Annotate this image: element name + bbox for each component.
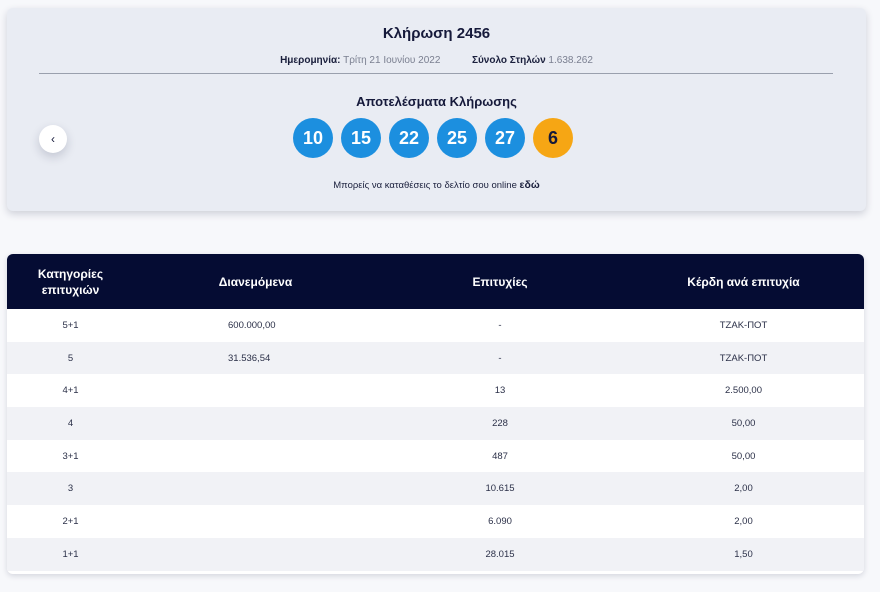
header-categories: Κατηγορίες επιτυχιών <box>37 266 104 297</box>
table-row: 4+1 13 2.500,00 <box>7 374 864 408</box>
cell-prize: ΤΖΑΚ-ΠΟΤ <box>719 319 768 331</box>
online-bet-text: Μπορείς να καταθέσεις το δελτίο σου onli… <box>7 179 866 191</box>
cell-prize: 2,00 <box>734 515 753 527</box>
prize-table: Κατηγορίες επιτυχιών Διανεμόμενα Επιτυχί… <box>7 254 864 574</box>
chevron-left-icon: ‹ <box>51 132 55 146</box>
divider <box>39 73 833 74</box>
number-ball: 27 <box>485 118 525 158</box>
draw-meta: Ημερομηνία: Τρίτη 21 Ιουνίου 2022 Σύνολο… <box>7 55 866 66</box>
table-header: Κατηγορίες επιτυχιών Διανεμόμενα Επιτυχί… <box>7 254 864 309</box>
header-distributed: Διανεμόμενα <box>218 274 293 289</box>
cell-winners: 6.090 <box>488 515 512 527</box>
number-ball: 25 <box>437 118 477 158</box>
cell-prize: 50,00 <box>731 450 756 462</box>
number-ball: 10 <box>293 118 333 158</box>
cell-distributed: 600.000,00 <box>228 319 276 331</box>
date-value: Τρίτη 21 Ιουνίου 2022 <box>343 55 441 66</box>
cell-distributed: 31.536,54 <box>228 352 271 364</box>
cell-winners: - <box>498 319 502 331</box>
header-prize-per-winner: Κέρδη ανά επιτυχία <box>687 274 800 289</box>
cell-category: 5+1 <box>62 319 79 331</box>
number-ball: 15 <box>341 118 381 158</box>
cell-distributed <box>134 472 377 505</box>
cell-distributed <box>134 374 377 407</box>
cell-category: 5 <box>67 352 74 364</box>
table-body: 5+1 600.000,00 - ΤΖΑΚ-ΠΟΤ 5 31.536,54 - … <box>7 309 864 571</box>
table-row: 3+1 487 50,00 <box>7 439 864 473</box>
cell-prize: ΤΖΑΚ-ΠΟΤ <box>719 352 768 364</box>
table-row: 1+1 28.015 1,50 <box>7 537 864 571</box>
header-winners: Επιτυχίες <box>472 274 528 289</box>
cell-category: 1+1 <box>62 548 79 560</box>
table-row: 5 31.536,54 - ΤΖΑΚ-ΠΟΤ <box>7 341 864 375</box>
cell-winners: 228 <box>492 417 508 429</box>
cell-category: 3 <box>67 483 74 495</box>
cell-distributed <box>134 538 377 571</box>
table-row: 4 228 50,00 <box>7 407 864 440</box>
cell-category: 2+1 <box>62 515 79 527</box>
cell-distributed <box>134 505 377 538</box>
cell-winners: 28.015 <box>485 548 515 560</box>
cell-prize: 50,00 <box>731 417 756 429</box>
columns-value: 1.638.262 <box>548 55 593 66</box>
cell-category: 3+1 <box>62 450 79 462</box>
columns-label: Σύνολο Στηλών <box>471 55 546 66</box>
draw-card: Κλήρωση 2456 Ημερομηνία: Τρίτη 21 Ιουνίο… <box>7 8 866 211</box>
cell-distributed <box>134 407 377 440</box>
cell-winners: 13 <box>494 385 506 397</box>
cell-prize: 2,00 <box>734 483 753 495</box>
cell-category: 4+1 <box>62 385 79 397</box>
online-bet-link[interactable]: εδώ <box>519 179 540 191</box>
table-row: 5+1 600.000,00 - ΤΖΑΚ-ΠΟΤ <box>7 309 864 342</box>
cell-winners: 10.615 <box>485 483 515 495</box>
previous-draw-button[interactable]: ‹ <box>39 125 67 153</box>
cell-category: 4 <box>67 417 74 429</box>
joker-ball: 6 <box>533 118 573 158</box>
date-label: Ημερομηνία: <box>280 55 341 66</box>
cell-prize: 1,50 <box>734 548 753 560</box>
results-title: Αποτελέσματα Κλήρωσης <box>356 94 517 109</box>
cell-distributed <box>134 440 377 473</box>
cell-winners: 487 <box>492 450 508 462</box>
online-text: Μπορείς να καταθέσεις το δελτίο σου onli… <box>333 180 517 191</box>
table-row: 3 10.615 2,00 <box>7 472 864 506</box>
draw-title: Κλήρωση 2456 <box>382 25 491 42</box>
cell-prize: 2.500,00 <box>725 385 762 397</box>
winning-numbers: 10 15 22 25 27 6 <box>293 118 573 158</box>
cell-winners: - <box>498 352 502 364</box>
table-row: 2+1 6.090 2,00 <box>7 505 864 538</box>
number-ball: 22 <box>389 118 429 158</box>
